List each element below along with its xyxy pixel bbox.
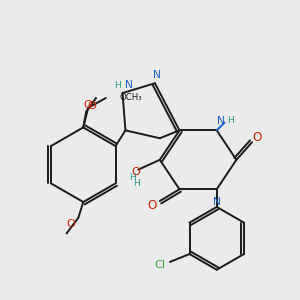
Text: O: O — [132, 167, 141, 177]
Text: O: O — [252, 131, 262, 144]
Text: N: N — [153, 70, 161, 80]
Text: N: N — [213, 197, 221, 207]
Text: H: H — [227, 116, 234, 125]
Text: H: H — [114, 81, 121, 90]
Text: H: H — [129, 173, 136, 182]
Text: N: N — [125, 80, 133, 90]
Text: O: O — [88, 101, 97, 111]
Text: O: O — [66, 219, 75, 229]
Text: N: N — [217, 116, 225, 126]
Text: H: H — [133, 179, 140, 188]
Text: OCH₃: OCH₃ — [120, 94, 142, 103]
Text: O: O — [147, 200, 157, 212]
Text: O: O — [84, 100, 93, 110]
Text: Cl: Cl — [154, 260, 166, 270]
